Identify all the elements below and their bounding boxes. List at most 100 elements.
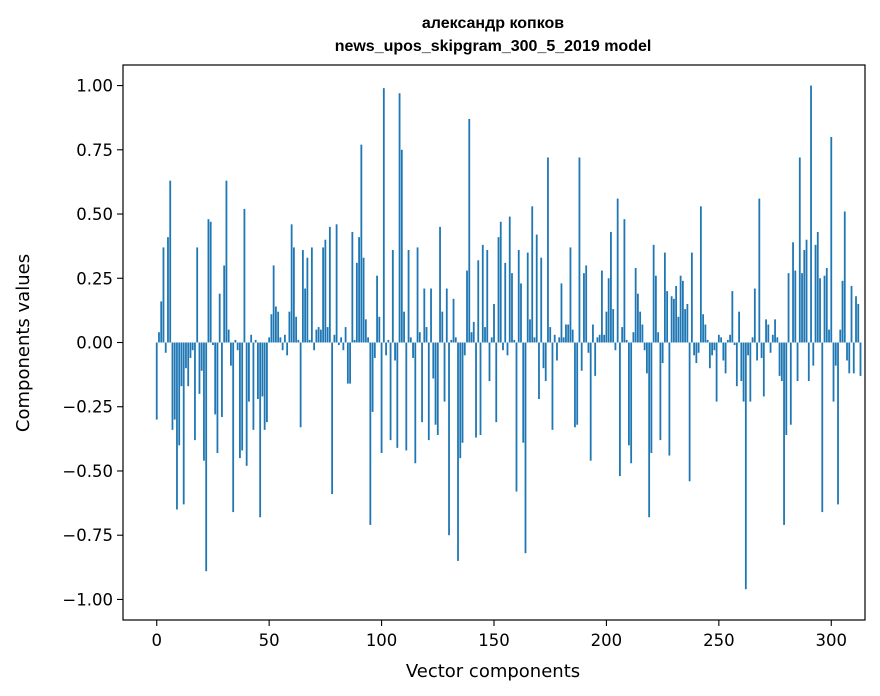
bar bbox=[324, 239, 327, 343]
bar bbox=[675, 285, 678, 343]
bar bbox=[639, 311, 642, 343]
bar bbox=[333, 334, 336, 343]
bar bbox=[432, 342, 435, 379]
bar bbox=[310, 247, 313, 343]
bar bbox=[391, 250, 394, 343]
bar bbox=[261, 342, 264, 397]
bar bbox=[369, 342, 372, 525]
bar bbox=[654, 275, 657, 343]
chart-title: александр копков bbox=[422, 15, 564, 32]
bar bbox=[490, 337, 493, 343]
bar bbox=[191, 342, 194, 351]
bar bbox=[155, 342, 158, 420]
bar bbox=[412, 342, 414, 358]
bar bbox=[715, 342, 718, 402]
bar bbox=[472, 321, 475, 343]
bar bbox=[286, 342, 289, 356]
bar bbox=[484, 327, 486, 343]
bar bbox=[340, 337, 342, 343]
bar bbox=[587, 342, 590, 353]
bar bbox=[466, 270, 468, 343]
bar bbox=[720, 337, 722, 343]
bar bbox=[753, 288, 756, 343]
bar bbox=[396, 342, 399, 448]
bar bbox=[241, 342, 244, 451]
bar bbox=[209, 221, 212, 343]
bar bbox=[549, 327, 552, 343]
bar bbox=[268, 337, 271, 343]
bar bbox=[792, 242, 794, 343]
bar bbox=[531, 206, 534, 343]
bar bbox=[479, 342, 482, 435]
bar bbox=[508, 216, 511, 343]
bar bbox=[663, 252, 666, 343]
bar bbox=[625, 339, 628, 343]
bar bbox=[733, 342, 736, 346]
y-tick-label: 0.00 bbox=[76, 334, 113, 353]
bar bbox=[540, 257, 543, 343]
bar bbox=[398, 93, 401, 343]
x-tick-label: 200 bbox=[591, 631, 623, 650]
bar bbox=[814, 244, 817, 343]
x-axis-ticks: 0 50 100 150 200 250 300 bbox=[151, 620, 847, 650]
bar bbox=[702, 314, 705, 343]
bar bbox=[169, 180, 172, 343]
bar bbox=[331, 342, 334, 495]
bar bbox=[859, 342, 862, 376]
bar bbox=[601, 270, 603, 343]
bar bbox=[394, 342, 396, 361]
bar bbox=[403, 311, 405, 343]
bar bbox=[378, 316, 381, 343]
bar bbox=[495, 342, 498, 423]
y-axis-ticks: −1.00 −0.75 −0.50 −0.25 0.00 0.25 0.50 0.75 1.00 bbox=[62, 77, 123, 609]
bar bbox=[450, 339, 453, 343]
x-axis-label: Vector components bbox=[406, 661, 580, 682]
bar bbox=[187, 342, 190, 387]
bar bbox=[666, 291, 669, 343]
bar bbox=[634, 267, 637, 343]
bar bbox=[212, 342, 214, 346]
bar bbox=[672, 298, 675, 343]
bar bbox=[452, 298, 455, 343]
bar bbox=[659, 342, 662, 441]
x-tick-label: 150 bbox=[478, 631, 510, 650]
bar bbox=[756, 342, 758, 361]
bar bbox=[747, 342, 749, 356]
bar bbox=[515, 342, 518, 492]
bar bbox=[203, 342, 205, 461]
bar bbox=[619, 342, 621, 477]
bar bbox=[457, 342, 459, 561]
bar bbox=[771, 334, 774, 343]
y-tick-label: −0.75 bbox=[62, 526, 113, 545]
bar bbox=[164, 342, 167, 353]
bar bbox=[427, 342, 430, 441]
bar bbox=[661, 342, 664, 364]
y-tick-label: 0.25 bbox=[76, 269, 113, 288]
bar bbox=[475, 342, 477, 438]
bar bbox=[533, 337, 536, 343]
bar bbox=[783, 342, 785, 525]
plot-frame bbox=[122, 64, 866, 621]
bar bbox=[461, 342, 464, 443]
bar bbox=[520, 283, 522, 343]
bar bbox=[194, 342, 196, 441]
bar bbox=[704, 324, 707, 343]
bar bbox=[421, 342, 423, 423]
bar bbox=[724, 342, 727, 374]
bar bbox=[592, 324, 594, 343]
bar bbox=[418, 332, 421, 343]
bar bbox=[821, 342, 824, 513]
bar bbox=[839, 329, 842, 343]
bar bbox=[855, 296, 857, 343]
bar bbox=[837, 342, 839, 505]
bar bbox=[688, 342, 691, 482]
bar bbox=[493, 303, 495, 343]
bar bbox=[257, 342, 259, 400]
bar bbox=[765, 319, 767, 343]
bar bbox=[367, 337, 369, 343]
bar bbox=[708, 342, 711, 369]
bar bbox=[695, 342, 698, 364]
bar bbox=[319, 329, 322, 343]
bar bbox=[726, 339, 729, 343]
